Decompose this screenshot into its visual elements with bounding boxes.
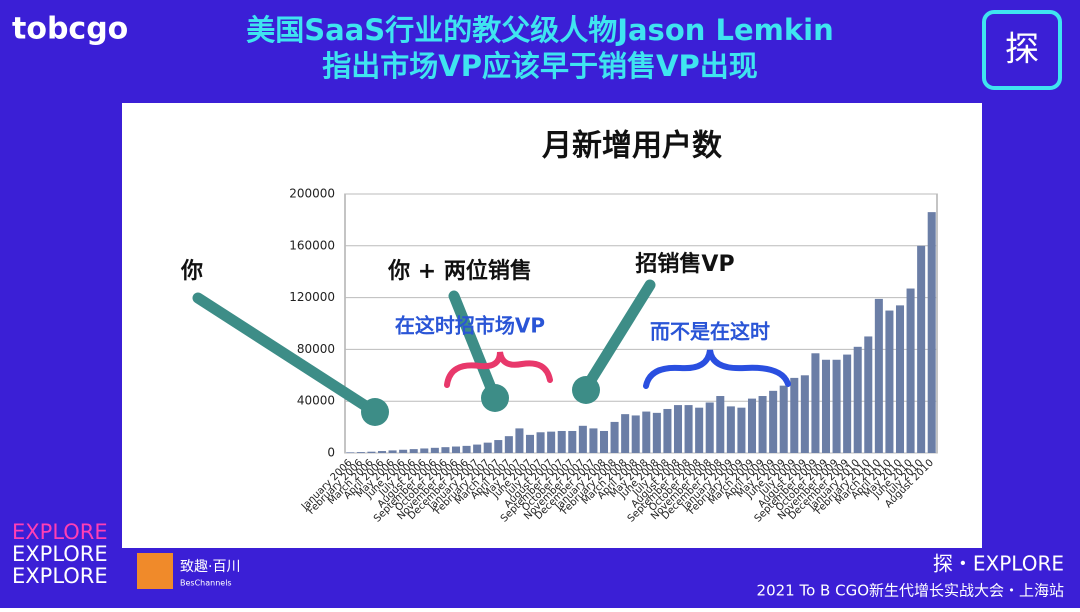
bar: [737, 407, 746, 453]
bar: [621, 414, 630, 453]
bar: [758, 396, 767, 453]
bar: [769, 390, 778, 453]
title: 美国SaaS行业的教父级人物Jason Lemkin: [246, 13, 833, 47]
bar: [515, 428, 524, 453]
explore: EXPLORE: [12, 564, 108, 588]
chart-title: 月新增用户数: [542, 129, 723, 164]
bar: [631, 415, 640, 453]
badge-box: [982, 10, 1062, 90]
y-tick-label: 120000: [289, 290, 335, 304]
explore: EXPLORE: [12, 542, 108, 566]
y-tick-label: 80000: [297, 342, 335, 356]
bar: [578, 425, 587, 453]
bar: [821, 359, 831, 453]
brand: 致趣·百川: [180, 559, 240, 575]
y-tick-label: 200000: [289, 187, 335, 201]
bar: [705, 402, 714, 453]
brace: [643, 349, 791, 389]
bar: [483, 442, 492, 453]
bar: [790, 377, 799, 453]
annotation: 你: [180, 259, 203, 284]
pointer-dot: [481, 384, 509, 412]
brand-logo: [137, 553, 173, 589]
bar: [747, 398, 757, 453]
annotation: 你 + 两位销售: [387, 258, 532, 284]
bar: [716, 396, 725, 453]
bar: [356, 452, 365, 453]
annotation: 而不是在这时: [650, 320, 770, 344]
bar: [652, 412, 661, 453]
bar: [779, 385, 788, 453]
annotations: 你 你 + 两位销售 招销售VP 在这时招市场VP 而不是在这时: [180, 251, 791, 426]
bar: [673, 405, 683, 453]
bar: [420, 448, 429, 453]
bar: [917, 245, 926, 453]
bar: [726, 406, 735, 453]
bar: [346, 452, 355, 453]
badge: 探: [1005, 30, 1039, 70]
bar: [547, 431, 556, 453]
bar: [536, 432, 545, 453]
event: 2021 To B CGO新生代增长实战大会・上海站: [757, 582, 1064, 600]
bar: [367, 451, 376, 453]
bar: [843, 354, 852, 453]
y-tick-label: 40000: [297, 394, 335, 408]
bar: [811, 353, 820, 453]
pointer: [448, 290, 501, 404]
bar: [695, 407, 704, 453]
bar: [663, 408, 672, 453]
chart-panel: [122, 103, 982, 548]
bar: [906, 288, 915, 453]
annotation: 在这时招市场VP: [395, 314, 545, 338]
bar: [853, 346, 862, 453]
bar: [504, 436, 513, 453]
title: 指出市场VP应该早于销售VP出现: [322, 49, 757, 83]
pointer: [192, 292, 381, 418]
bar: [610, 421, 619, 453]
bar: [462, 445, 471, 453]
y-tick-label: 160000: [289, 238, 335, 252]
bar: [409, 449, 418, 453]
bar: [927, 212, 936, 453]
bar: [430, 447, 439, 453]
bar: [885, 310, 894, 453]
bar: [684, 405, 693, 453]
event: 探・EXPLORE: [933, 552, 1064, 576]
bar: [377, 451, 387, 453]
bar: [568, 430, 577, 453]
bar: [800, 375, 809, 453]
bar: [557, 430, 566, 453]
pointer-dot: [361, 398, 389, 426]
bar: [473, 444, 482, 453]
y-tick-label: 0: [327, 446, 335, 460]
brace: [444, 351, 553, 388]
explore: EXPLORE: [12, 520, 108, 544]
bar: [494, 440, 503, 453]
bar: [864, 336, 873, 453]
bar: [399, 449, 408, 453]
pointer-dot: [572, 376, 600, 404]
brand-en: BesChannels: [180, 579, 232, 588]
bar: [874, 298, 883, 453]
bar: [388, 450, 397, 453]
bar: [642, 411, 651, 453]
logo: tobcgo: [12, 12, 128, 47]
bar: [441, 447, 450, 453]
annotation: 招销售VP: [635, 251, 734, 277]
bar: [525, 434, 535, 453]
bar: [589, 428, 598, 453]
pointer: [580, 279, 656, 394]
bar: [599, 430, 609, 453]
bar: [832, 359, 841, 453]
bar: [451, 446, 461, 453]
bar: [895, 305, 905, 453]
